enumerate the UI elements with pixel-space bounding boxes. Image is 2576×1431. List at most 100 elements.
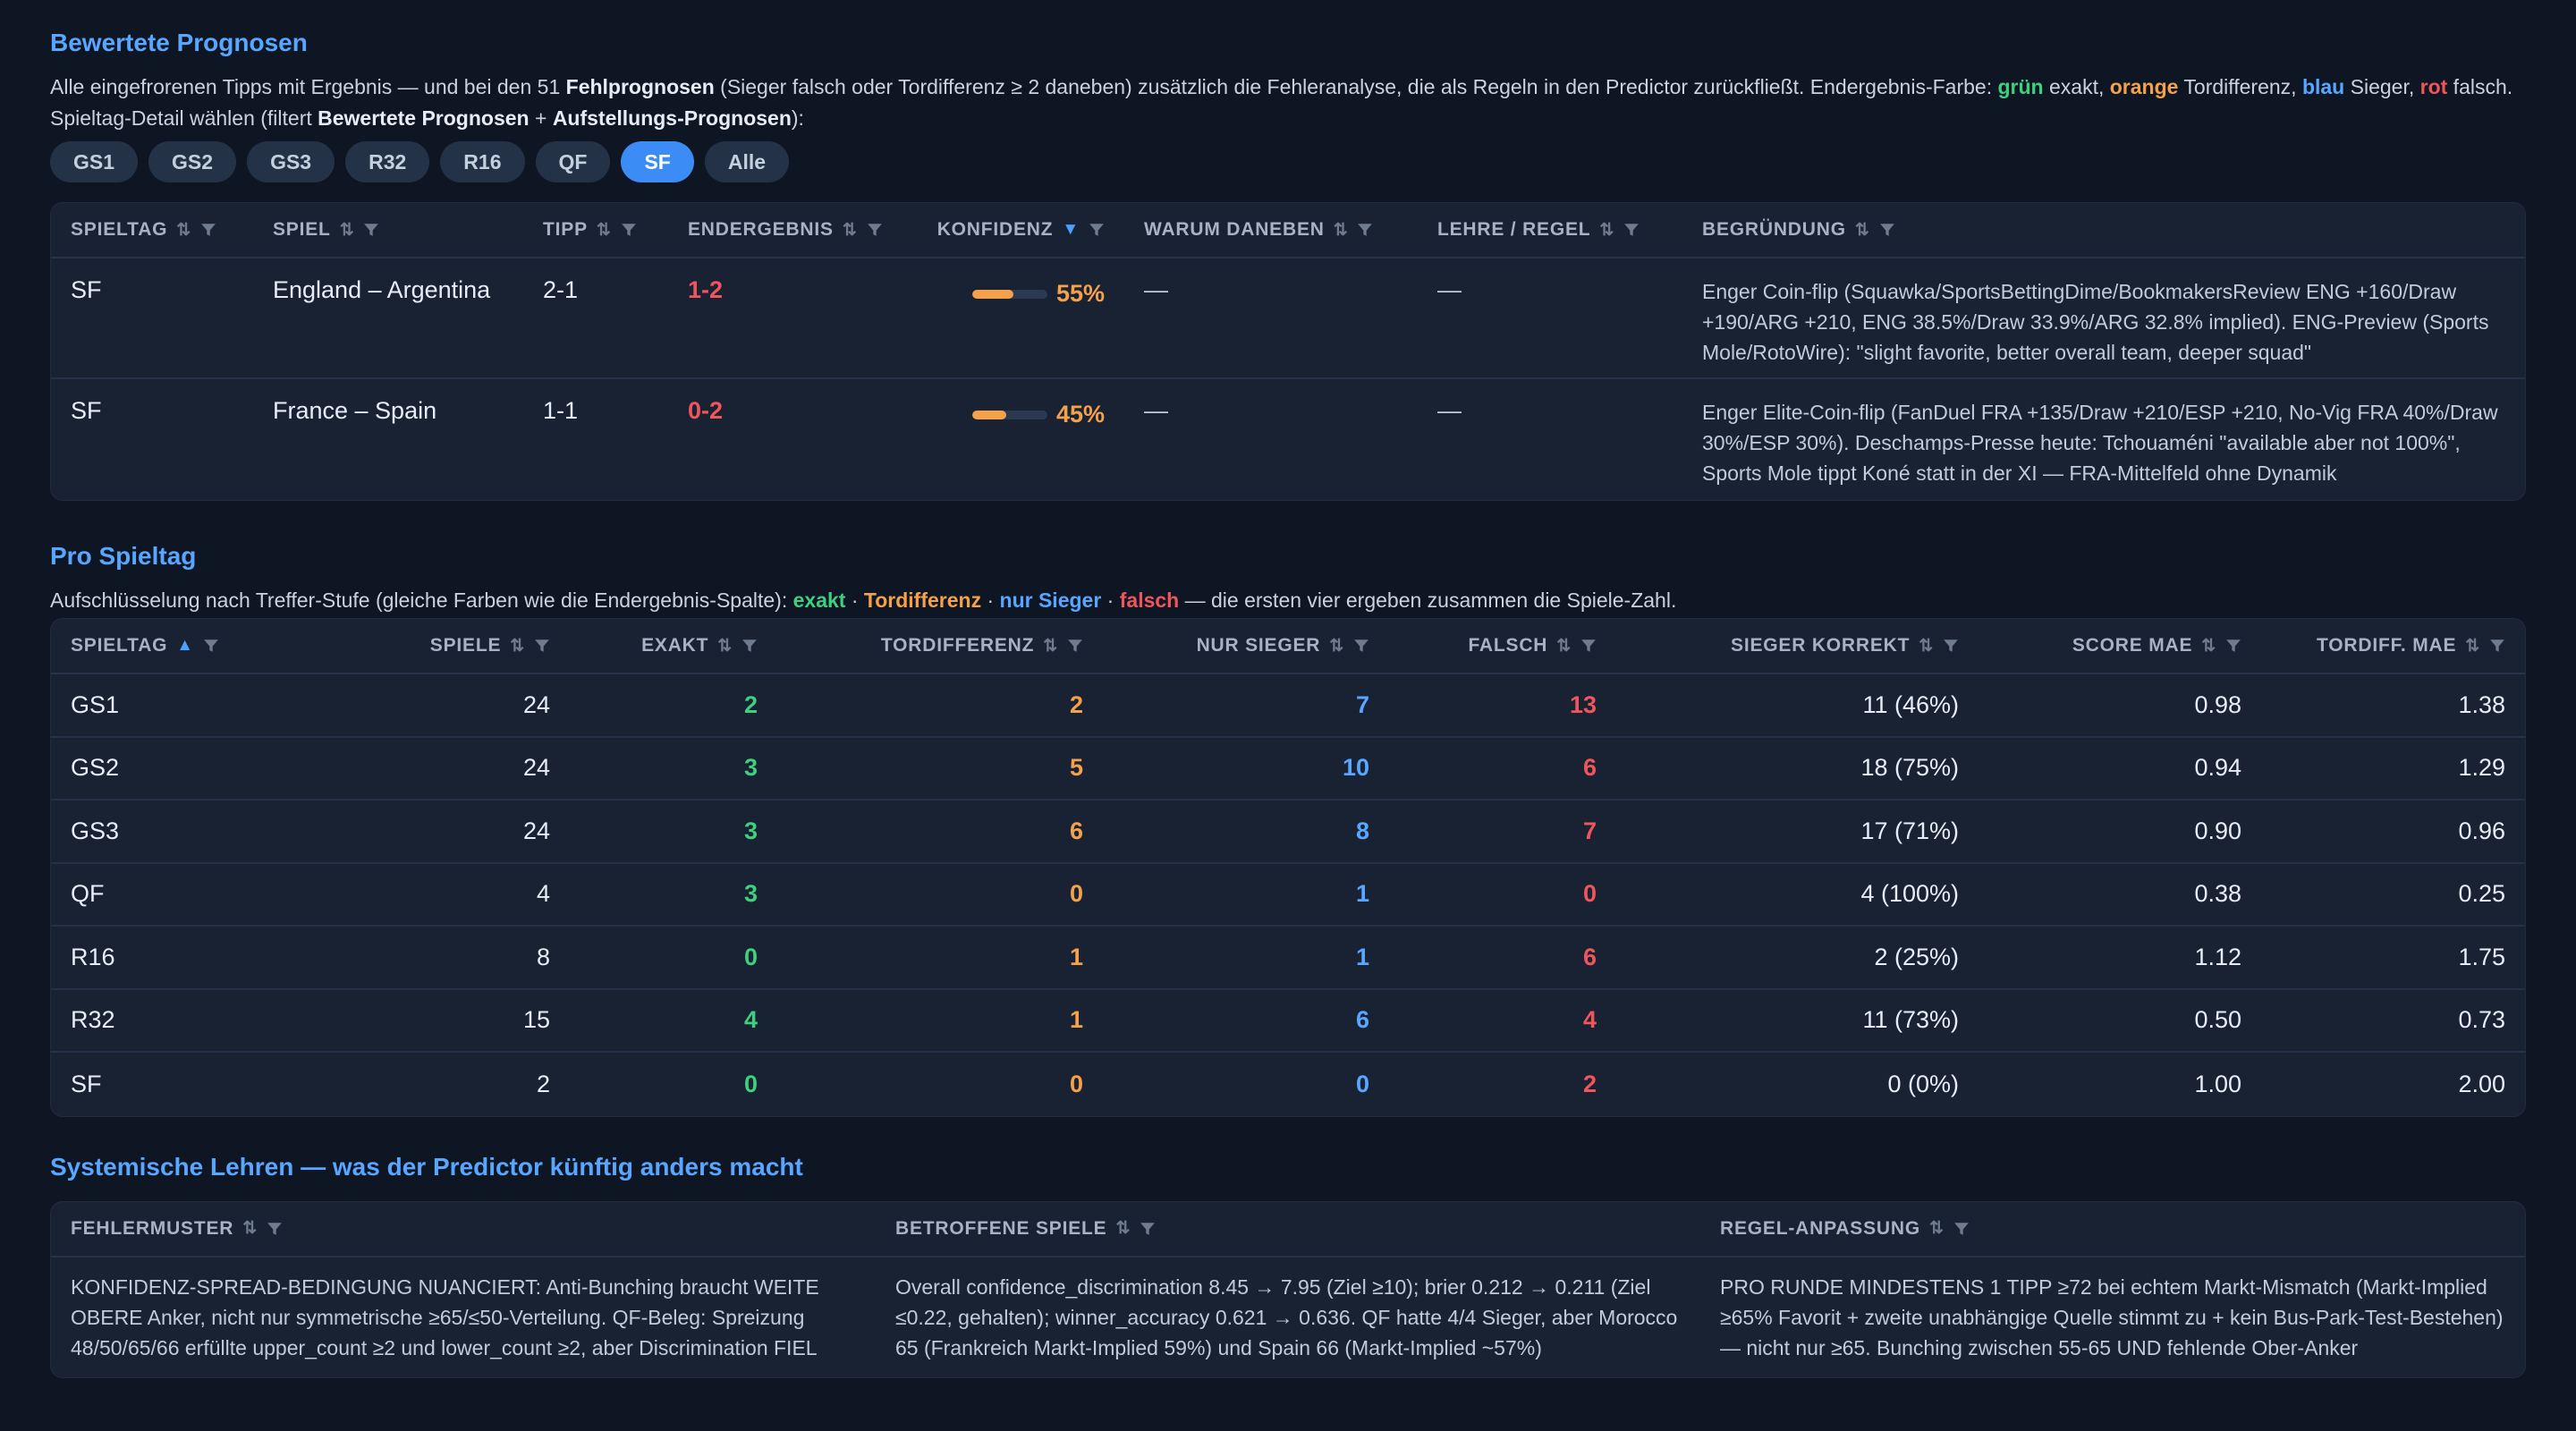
col-nur-sieger[interactable]: NUR SIEGER ⇅ xyxy=(1103,635,1389,656)
chip-gs1[interactable]: GS1 xyxy=(50,141,139,182)
filter-icon[interactable] xyxy=(200,222,216,238)
col-warum-daneben[interactable]: WARUM DANEBEN ⇅ xyxy=(1124,219,1418,241)
sort-desc-icon[interactable]: ▼ xyxy=(1062,220,1080,239)
col-tordiff-mae[interactable]: TORDIFF. MAE ⇅ xyxy=(2261,635,2525,656)
cell-lehre: — xyxy=(1437,276,1462,303)
filter-icon[interactable] xyxy=(1623,222,1640,238)
cell-falsch: 4 xyxy=(1582,1006,1597,1034)
sort-icon[interactable]: ⇅ xyxy=(717,636,733,656)
col-falsch[interactable]: FALSCH ⇅ xyxy=(1389,635,1616,656)
filter-icon[interactable] xyxy=(2225,638,2241,654)
col-fehlermuster[interactable]: FEHLERMUSTER ⇅ xyxy=(51,1218,876,1240)
filter-icon[interactable] xyxy=(1089,222,1105,238)
sort-icon[interactable]: ⇅ xyxy=(1919,636,1934,656)
sort-icon[interactable]: ⇅ xyxy=(339,220,355,240)
col-endergebnis[interactable]: ENDERGEBNIS ⇅ xyxy=(668,219,910,241)
filter-icon[interactable] xyxy=(867,222,883,238)
col-spiel[interactable]: SPIEL ⇅ xyxy=(253,219,523,241)
chip-r32[interactable]: R32 xyxy=(345,141,430,182)
cell-sieger-korrekt: 18 (75%) xyxy=(1860,754,1959,782)
cell-begruendung: Enger Elite-Coin-flip (FanDuel FRA +135/… xyxy=(1702,401,2498,485)
col-konfidenz[interactable]: KONFIDENZ ▼ xyxy=(910,219,1124,241)
filter-icon[interactable] xyxy=(363,222,379,238)
sort-icon[interactable]: ⇅ xyxy=(1854,220,1870,240)
sort-icon[interactable]: ⇅ xyxy=(1043,636,1058,656)
chip-sf[interactable]: SF xyxy=(621,141,694,182)
sort-icon[interactable]: ⇅ xyxy=(1599,220,1615,240)
cell-spieltag: R16 xyxy=(71,943,115,970)
filter-icon[interactable] xyxy=(741,638,758,654)
cell-falsch: 2 xyxy=(1582,1070,1597,1097)
chip-qf[interactable]: QF xyxy=(535,141,611,182)
filter-icon[interactable] xyxy=(1953,1221,1970,1237)
cell-spieltag: GS2 xyxy=(71,754,120,782)
col-spieltag[interactable]: SPIELTAG ⇅ xyxy=(51,219,253,241)
col-begruendung[interactable]: BEGRÜNDUNG ⇅ xyxy=(1682,219,2525,241)
sort-icon[interactable]: ⇅ xyxy=(1556,636,1572,656)
col-sieger-korrekt[interactable]: SIEGER KORREKT ⇅ xyxy=(1616,635,1979,656)
chip-gs3[interactable]: GS3 xyxy=(247,141,335,182)
filter-icon[interactable] xyxy=(1067,638,1083,654)
cell-tordifferenz: 0 xyxy=(1069,880,1083,908)
filter-icon[interactable] xyxy=(534,638,550,654)
sort-icon[interactable]: ⇅ xyxy=(1333,220,1349,240)
col-spieltag[interactable]: SPIELTAG ▲ xyxy=(51,635,266,656)
sort-icon[interactable]: ⇅ xyxy=(510,636,525,656)
col-regel-anpassung[interactable]: REGEL-ANPASSUNG ⇅ xyxy=(1700,1218,2525,1240)
cell-exakt: 3 xyxy=(743,880,758,908)
cell-spieltag: QF xyxy=(71,880,105,908)
cell-spiele: 8 xyxy=(536,943,550,970)
col-tipp[interactable]: TIPP ⇅ xyxy=(523,219,668,241)
cell-tordifferenz: 2 xyxy=(1069,690,1083,718)
sort-icon[interactable]: ⇅ xyxy=(1329,636,1344,656)
col-spiele[interactable]: SPIELE ⇅ xyxy=(266,635,570,656)
sort-icon[interactable]: ⇅ xyxy=(2465,636,2480,656)
cell-tordiff-mae: 1.38 xyxy=(2458,690,2505,718)
col-tordifferenz[interactable]: TORDIFFERENZ ⇅ xyxy=(777,635,1103,656)
cell-tordiff-mae: 2.00 xyxy=(2458,1070,2505,1097)
filter-icon[interactable] xyxy=(1353,638,1369,654)
col-betroffene-spiele[interactable]: BETROFFENE SPIELE ⇅ xyxy=(876,1218,1700,1240)
cell-spiele: 24 xyxy=(522,754,550,782)
sort-icon[interactable]: ⇅ xyxy=(242,1219,258,1238)
col-lehre-regel[interactable]: LEHRE / REGEL ⇅ xyxy=(1418,219,1682,241)
section-title-prognosen: Bewertete Prognosen xyxy=(50,29,308,56)
filter-icon[interactable] xyxy=(1879,222,1895,238)
filter-icon[interactable] xyxy=(267,1221,283,1237)
cell-sieger-korrekt: 11 (46%) xyxy=(1862,690,1959,718)
filter-icon[interactable] xyxy=(203,638,219,654)
confidence-bar xyxy=(971,410,1047,419)
cell-nur-sieger: 10 xyxy=(1342,754,1369,782)
cell-spieltag: SF xyxy=(71,276,102,303)
filter-icon[interactable] xyxy=(1580,638,1597,654)
chip-gs2[interactable]: GS2 xyxy=(148,141,237,182)
prognosen-table-header: SPIELTAG ⇅ SPIEL ⇅ TIPP ⇅ ENDERGEBNIS ⇅ KONF… xyxy=(51,203,2525,258)
chip-alle[interactable]: Alle xyxy=(704,141,790,182)
sort-icon[interactable]: ⇅ xyxy=(1115,1219,1131,1238)
filter-icon[interactable] xyxy=(1140,1221,1156,1237)
col-exakt[interactable]: EXAKT ⇅ xyxy=(570,635,777,656)
cell-spieltag: R32 xyxy=(71,1006,115,1034)
cell-falsch: 7 xyxy=(1582,817,1597,844)
cell-score-mae: 0.38 xyxy=(2194,880,2241,908)
cell-score-mae: 1.12 xyxy=(2194,943,2241,970)
sort-asc-icon[interactable]: ▲ xyxy=(176,636,194,655)
pro-spieltag-description: Aufschlüsselung nach Treffer-Stufe (glei… xyxy=(50,588,1677,612)
chip-r16[interactable]: R16 xyxy=(440,141,525,182)
confidence-bar xyxy=(971,289,1047,299)
cell-tordiff-mae: 0.25 xyxy=(2458,880,2505,908)
cell-score-mae: 1.00 xyxy=(2194,1070,2241,1097)
sort-icon[interactable]: ⇅ xyxy=(596,220,612,240)
cell-spieltag: GS1 xyxy=(71,690,120,718)
filter-icon[interactable] xyxy=(2489,638,2505,654)
col-score-mae[interactable]: SCORE MAE ⇅ xyxy=(1979,635,2261,656)
sort-icon[interactable]: ⇅ xyxy=(176,220,192,240)
filter-icon[interactable] xyxy=(621,222,637,238)
filter-icon[interactable] xyxy=(1943,638,1959,654)
filter-icon[interactable] xyxy=(1357,222,1373,238)
cell-sieger-korrekt: 4 (100%) xyxy=(1860,880,1959,908)
sort-icon[interactable]: ⇅ xyxy=(2201,636,2216,656)
sort-icon[interactable]: ⇅ xyxy=(842,220,858,240)
cell-spieltag: SF xyxy=(71,397,102,424)
sort-icon[interactable]: ⇅ xyxy=(1928,1219,1945,1238)
